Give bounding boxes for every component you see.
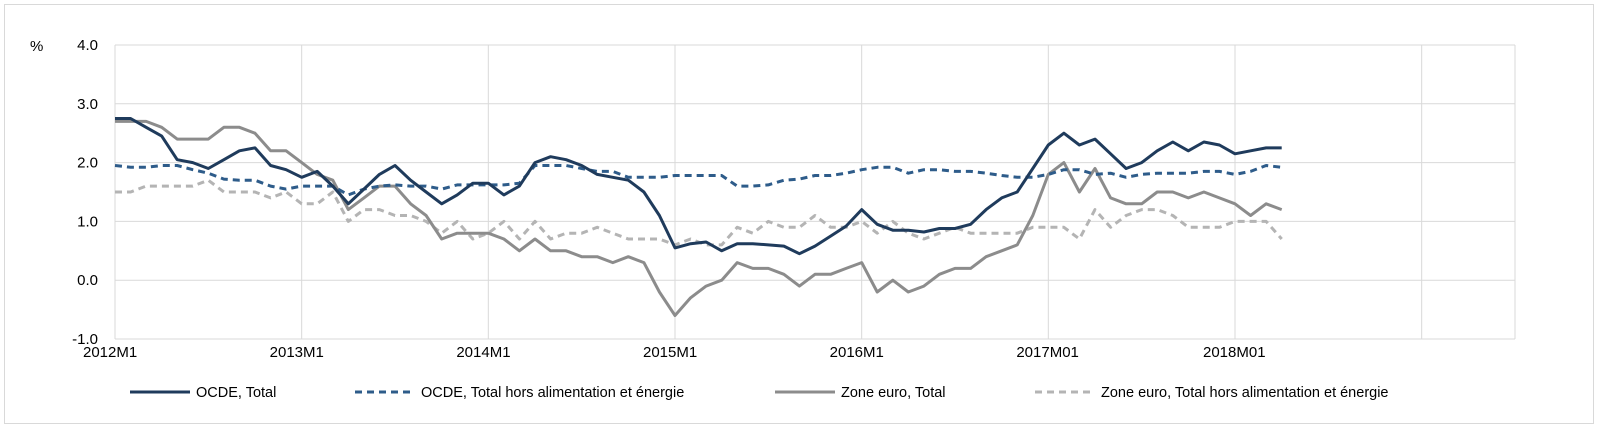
y-unit-label: % [30,38,43,55]
series-line-0 [115,117,1282,256]
chart-frame [4,4,1594,424]
y-tick-label: 2.0 [77,155,98,172]
series-lines [114,117,1283,317]
horizontal-gridlines [115,44,1515,340]
legend-label-3: Zone euro, Total hors alimentation et én… [1101,385,1389,401]
x-tick-label: 2017M01 [1016,344,1079,361]
y-tick-label: -1.0 [72,331,98,348]
series-line-2 [115,119,1283,317]
y-tick-label: 1.0 [77,213,98,230]
x-tick-label: 2012M1 [83,344,137,361]
x-tick-label: 2013M1 [270,344,324,361]
x-tick-label: 2018M01 [1203,344,1266,361]
x-tick-label: 2015M1 [643,344,697,361]
x-tick-label: 2016M1 [830,344,884,361]
x-tick-label: 2014M1 [456,344,510,361]
y-tick-label: 4.0 [77,37,98,54]
legend: OCDE, Total OCDE, Total hors alimentation… [130,385,1389,401]
legend-label-0: OCDE, Total [196,385,276,401]
vertical-gridlines [114,45,1516,339]
y-tick-label: 0.0 [77,272,98,289]
y-tick-label: 3.0 [77,96,98,113]
series-line-1 [114,164,1282,197]
x-tick-labels: 2012M1 2013M1 2014M1 2015M1 2016M1 2017M01 201… [83,344,1266,361]
legend-label-2: Zone euro, Total [841,385,946,401]
y-tick-labels: 4.0 3.0 2.0 1.0 0.0 -1.0 [72,37,98,348]
legend-label-1: OCDE, Total hors alimentation et énergie [421,385,684,401]
